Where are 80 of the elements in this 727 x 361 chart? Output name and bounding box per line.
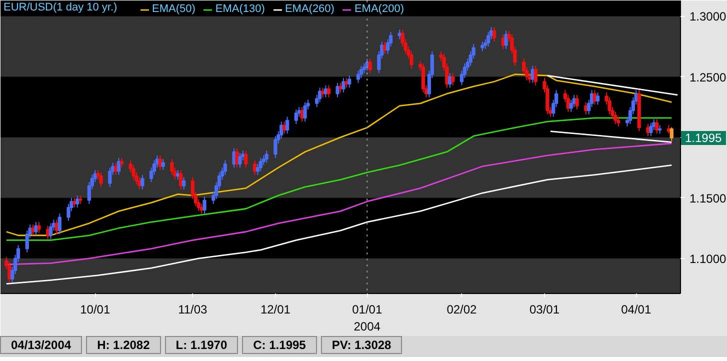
candlestick (274, 136, 278, 158)
candlestick (99, 172, 103, 188)
candlestick (356, 70, 360, 84)
text: H: 1.2082 (86, 336, 161, 354)
x-tick-label: 02/02 (446, 302, 478, 316)
candlestick (280, 121, 284, 140)
legend-label: EMA(50) (152, 3, 196, 15)
candlestick (238, 152, 242, 168)
candlestick (120, 157, 124, 168)
candlestick (158, 154, 162, 171)
text: 04/13/2004 (0, 336, 82, 354)
candlestick (569, 99, 573, 112)
x-tick-label: 01/01 2004 (352, 302, 382, 334)
x-tick-label: 11/03 (178, 302, 208, 316)
candlestick (161, 158, 165, 171)
candlestick (566, 94, 570, 112)
candlestick (398, 29, 402, 40)
candlestick (649, 122, 653, 137)
candlestick (368, 58, 372, 74)
candlestick (116, 157, 121, 176)
candlestick (575, 94, 579, 110)
text: L: 1.1970 (164, 336, 238, 354)
candlestick (362, 62, 366, 74)
legend-label: EMA(130) (215, 3, 265, 15)
x-tick-label: 03/01 (529, 302, 560, 316)
candlestick (336, 82, 340, 98)
candlestick (37, 222, 41, 234)
candlestick (410, 50, 414, 69)
y-tick-label: 1.1000 (690, 252, 727, 266)
candlestick (534, 65, 538, 86)
line-series (6, 142, 672, 266)
chart-title: EUR/USD(1 day 10 yr.) (4, 2, 118, 14)
candlestick (34, 222, 38, 236)
legend-label: EMA(260) (284, 3, 334, 15)
text: 1.1995 (681, 131, 726, 145)
candlestick (31, 224, 35, 236)
candlestick (504, 30, 508, 50)
y-tick-label: 1.1500 (690, 191, 727, 206)
text: C: 1.1995 (242, 336, 317, 354)
candlestick (608, 96, 612, 115)
text: PV: 1.3028 (320, 336, 402, 354)
candlestick (258, 157, 263, 172)
candlestick (592, 90, 597, 106)
candlestick (285, 116, 290, 134)
candlestick (235, 148, 239, 168)
legend-label: EMA(200) (354, 3, 404, 15)
candlestick (170, 158, 174, 176)
line-series (6, 164, 672, 285)
candlestick (655, 118, 659, 134)
candlestick (244, 150, 248, 168)
candlestick (179, 170, 183, 190)
candlestick (421, 62, 426, 94)
candlestick (264, 150, 268, 164)
x-tick-label: 04/01 (621, 302, 652, 316)
x-tick-label: 12/01 (260, 302, 291, 316)
candlestick (342, 77, 346, 94)
candlestick (140, 174, 144, 190)
candlestick (58, 213, 62, 235)
line-series (6, 74, 672, 236)
candlestick (294, 108, 298, 124)
candlestick (182, 176, 186, 190)
candlestick (132, 164, 136, 180)
candlestick (670, 126, 674, 142)
candlestick (76, 194, 80, 208)
candlestick (348, 75, 352, 88)
candlestick (451, 72, 455, 86)
y-tick-label: 1.3000 (690, 10, 727, 24)
candlestick (614, 111, 618, 124)
candlestick (492, 26, 496, 42)
candlestick (303, 102, 307, 122)
candlestick (223, 160, 228, 176)
candlestick (326, 84, 331, 98)
y-tick-label: 1.2500 (690, 70, 727, 84)
candlestick (202, 196, 206, 214)
candlestick (318, 87, 322, 103)
candlestick (486, 31, 490, 48)
candlestick (48, 222, 53, 240)
x-tick-label: 10/01 (80, 302, 110, 316)
candlestick (616, 116, 620, 127)
candlestick (596, 92, 600, 106)
